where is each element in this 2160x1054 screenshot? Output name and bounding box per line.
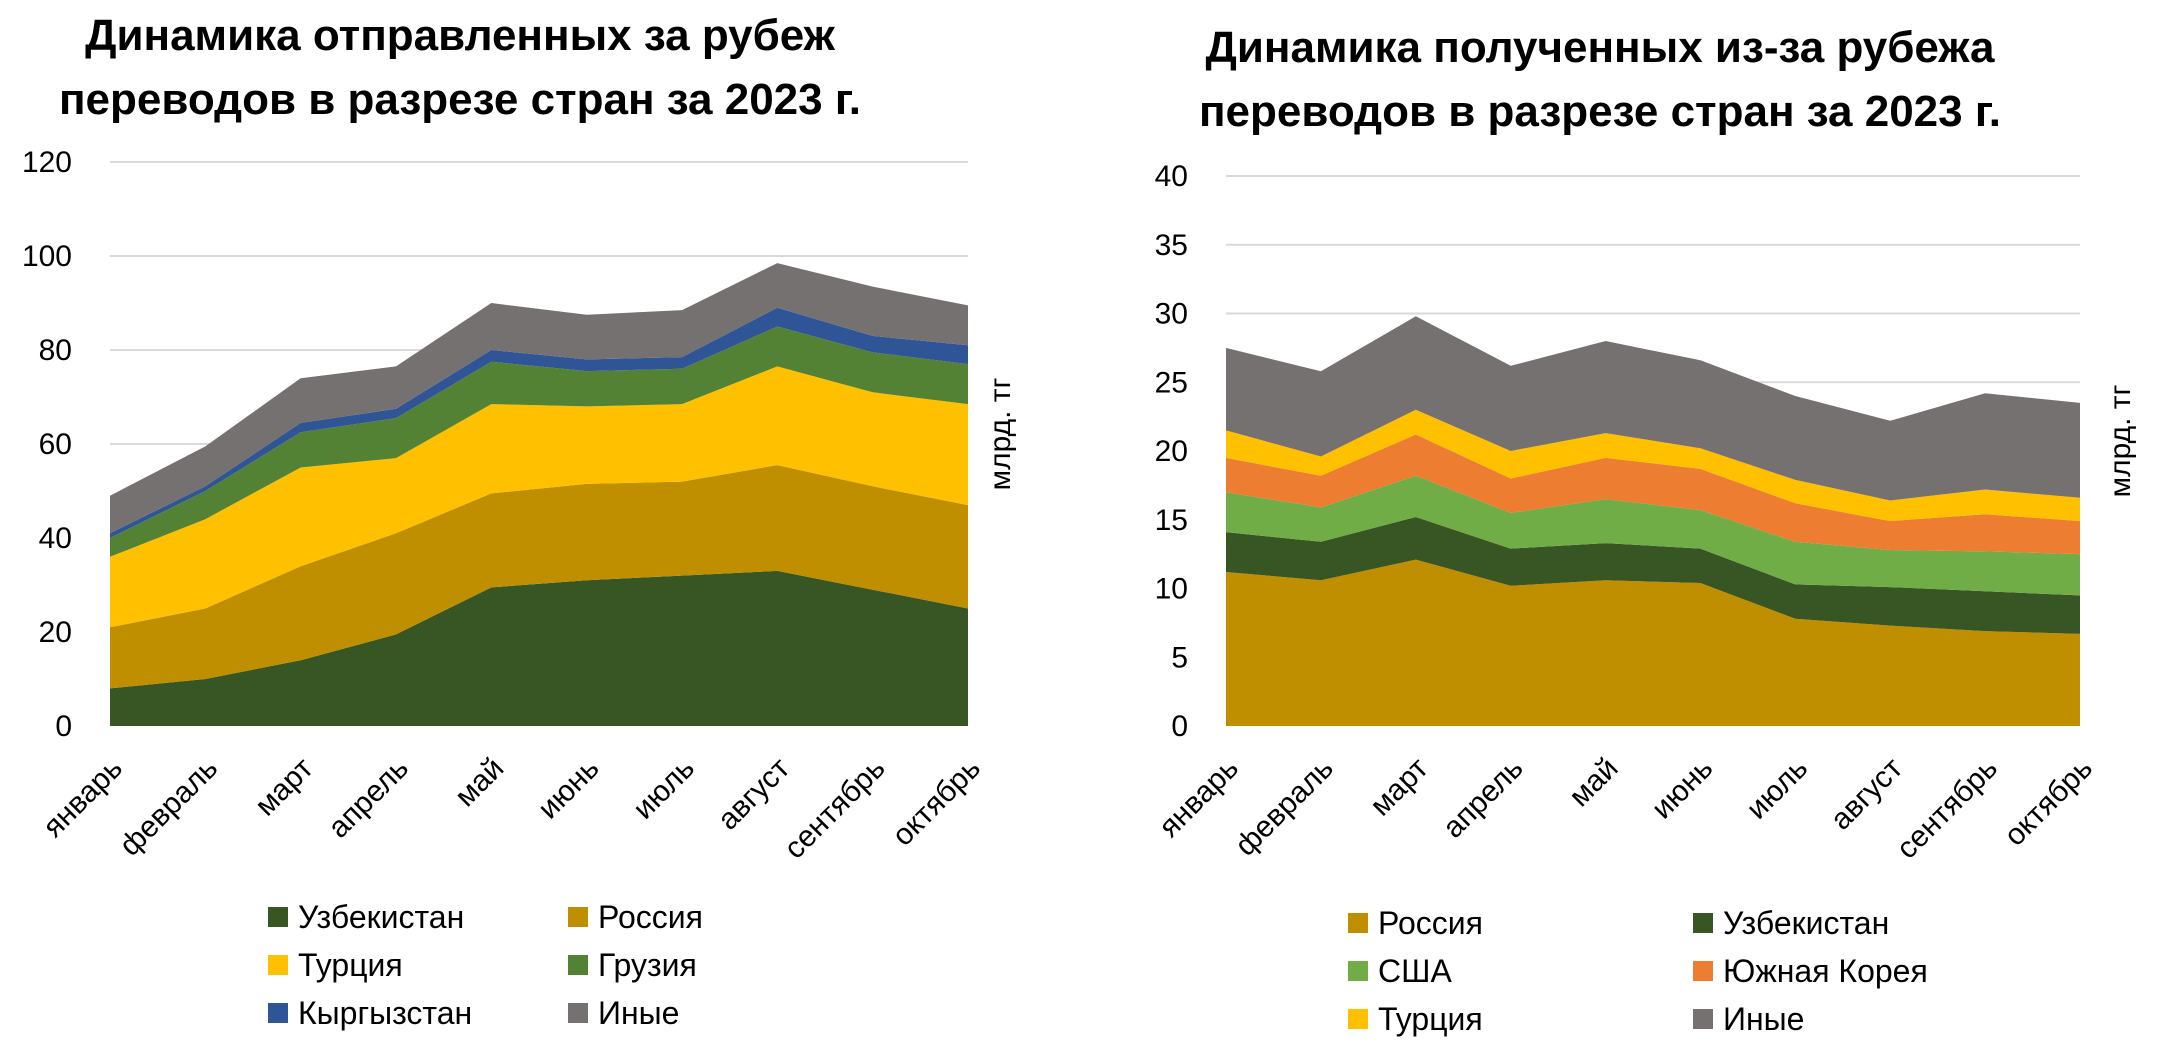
area-series-1 bbox=[1226, 517, 2080, 634]
y-tick-label: 60 bbox=[39, 428, 72, 461]
x-tick-label: март bbox=[249, 751, 320, 822]
x-tick-label: июнь bbox=[532, 752, 606, 826]
x-tick-label: сентябрь bbox=[1890, 752, 2004, 866]
y-tick-label: 40 bbox=[1155, 160, 1188, 193]
legend-label: Турция bbox=[1378, 1000, 1483, 1037]
area-series-5 bbox=[1226, 316, 2080, 501]
x-tick-label: июль bbox=[627, 752, 701, 826]
y-tick-label: 15 bbox=[1155, 504, 1188, 537]
y-tick-label: 0 bbox=[55, 710, 72, 743]
x-tick-label: август bbox=[1824, 751, 1909, 836]
legend-item: Турция bbox=[1348, 1000, 1693, 1038]
legend-label: Турция bbox=[298, 946, 403, 983]
area-series-3 bbox=[1226, 434, 2080, 555]
x-tick-label: апрель bbox=[1437, 752, 1530, 845]
x-tick-label: май bbox=[449, 752, 511, 814]
chart-title-line-1: Динамика полученных из-за рубежа bbox=[1205, 23, 1995, 72]
legend-swatch bbox=[1348, 1009, 1368, 1029]
legend-swatch bbox=[268, 907, 288, 927]
area-series-5 bbox=[110, 263, 968, 534]
y-tick-label: 20 bbox=[39, 616, 72, 649]
y-tick-label: 30 bbox=[1155, 298, 1188, 331]
legend-item: Кыргызстан bbox=[268, 994, 568, 1032]
legend-item: Грузия bbox=[568, 946, 868, 984]
legend-swatch bbox=[1693, 961, 1713, 981]
legend-swatch bbox=[1693, 913, 1713, 933]
stacked-areas bbox=[110, 263, 968, 726]
x-tick-label: август bbox=[711, 751, 796, 836]
chart-title-line-1: Динамика отправленных за рубеж bbox=[85, 11, 835, 60]
legend-item: Иные bbox=[568, 994, 868, 1032]
chart-title-line-2: переводов в разрезе стран за 2023 г. bbox=[58, 75, 861, 124]
legend-label: Россия bbox=[1378, 904, 1483, 941]
legend-item: Россия bbox=[1348, 904, 1693, 942]
legend-swatch bbox=[568, 907, 588, 927]
y-tick-label: 5 bbox=[1171, 641, 1188, 674]
area-series-4 bbox=[1226, 409, 2080, 522]
legend-label: Южная Корея bbox=[1723, 952, 1928, 989]
y-tick-label: 35 bbox=[1155, 229, 1188, 262]
area-series-2 bbox=[110, 366, 968, 628]
chart-title: Динамика отправленных за рубеж переводов… bbox=[20, 4, 900, 132]
area-series-0 bbox=[1226, 559, 2080, 726]
stacked-areas bbox=[1226, 316, 2080, 726]
legend-label: Иные bbox=[598, 994, 680, 1031]
y-tick-label: 0 bbox=[1171, 710, 1188, 743]
legend-label: Иные bbox=[1723, 1000, 1805, 1037]
y-tick-label: 80 bbox=[39, 334, 72, 367]
area-series-1 bbox=[110, 465, 968, 689]
area-series-0 bbox=[110, 570, 968, 726]
legend-label: Узбекистан bbox=[298, 898, 465, 935]
x-tick-label: май bbox=[1563, 752, 1625, 814]
legend-item: США bbox=[1348, 952, 1693, 990]
legend-label: Кыргызстан bbox=[298, 994, 473, 1031]
y-tick-label: 20 bbox=[1155, 435, 1188, 468]
y-tick-label: 100 bbox=[22, 240, 72, 273]
chart-legend: Россия Узбекистан США Южная Корея Турция Иные bbox=[1348, 904, 2038, 1038]
legend-swatch bbox=[568, 955, 588, 975]
x-tick-label: январь bbox=[37, 752, 129, 844]
chart-title-line-2: переводов в разрезе стран за 2023 г. bbox=[1198, 87, 2001, 136]
legend-label: США bbox=[1378, 952, 1452, 989]
x-tick-label: январь bbox=[1153, 752, 1245, 844]
legend-label: Грузия bbox=[598, 946, 697, 983]
received-transfers-chart-panel: Динамика полученных из-за рубежа перевод… bbox=[1080, 0, 2160, 1054]
chart-title: Динамика полученных из-за рубежа перевод… bbox=[1160, 16, 2040, 144]
x-tick-label: апрель bbox=[322, 752, 415, 845]
x-tick-label: март bbox=[1364, 751, 1435, 822]
legend-swatch bbox=[268, 1003, 288, 1023]
legend-swatch bbox=[1693, 1009, 1713, 1029]
y-tick-label: 120 bbox=[22, 146, 72, 179]
x-tick-label: сентябрь bbox=[778, 752, 892, 866]
x-tick-label: октябрь bbox=[886, 752, 987, 853]
area-series-3 bbox=[110, 326, 968, 557]
y-tick-label: 10 bbox=[1155, 573, 1188, 606]
legend-item: Россия bbox=[568, 898, 868, 936]
legend-item: Южная Корея bbox=[1693, 952, 2038, 990]
x-tick-label: февраль bbox=[1229, 752, 1340, 863]
legend-swatch bbox=[268, 955, 288, 975]
x-tick-label: октябрь bbox=[1998, 752, 2099, 853]
legend-swatch bbox=[1348, 913, 1368, 933]
legend-item: Турция bbox=[268, 946, 568, 984]
sent-transfers-chart-panel: Динамика отправленных за рубеж переводов… bbox=[20, 4, 1017, 1032]
legend-item: Узбекистан bbox=[1693, 904, 2038, 942]
y-axis-label: млрд. тг bbox=[984, 377, 1017, 490]
y-tick-label: 25 bbox=[1155, 366, 1188, 399]
x-tick-label: июнь bbox=[1646, 752, 1720, 826]
legend-swatch bbox=[568, 1003, 588, 1023]
x-tick-label: февраль bbox=[113, 752, 224, 863]
legend-item: Иные bbox=[1693, 1000, 2038, 1038]
y-axis-label: млрд. тг bbox=[2104, 384, 2137, 497]
y-tick-label: 40 bbox=[39, 522, 72, 555]
legend-item: Узбекистан bbox=[268, 898, 568, 936]
legend-label: Россия bbox=[598, 898, 703, 935]
chart-legend: Узбекистан Россия Турция Грузия Кыргызстан Ин… bbox=[268, 898, 868, 1032]
legend-swatch bbox=[1348, 961, 1368, 981]
legend-label: Узбекистан bbox=[1723, 904, 1890, 941]
x-tick-label: июль bbox=[1740, 752, 1814, 826]
area-series-2 bbox=[1226, 475, 2080, 596]
